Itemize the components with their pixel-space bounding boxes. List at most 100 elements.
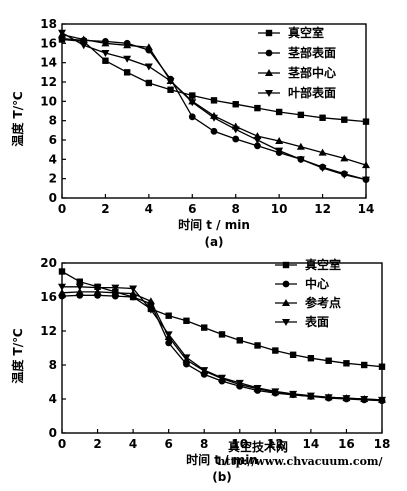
series-1	[58, 36, 370, 125]
data-point	[297, 111, 305, 119]
data-point	[254, 342, 261, 349]
y-tick-label: 14	[40, 56, 57, 70]
plot-frame	[61, 23, 367, 199]
y-tick-label: 0	[49, 191, 57, 205]
legend-marker	[282, 319, 290, 326]
data-point	[146, 297, 155, 305]
data-point	[254, 104, 261, 112]
x-tick-label: 14	[358, 202, 375, 216]
watermark-title: 真空技术网	[228, 439, 288, 454]
data-point	[362, 176, 370, 184]
x-tick-label: 12	[267, 437, 284, 451]
y-tick-label: 6	[49, 133, 57, 147]
data-point	[101, 50, 110, 57]
data-point	[296, 142, 305, 150]
data-point	[253, 137, 262, 144]
legend-marker	[265, 29, 273, 37]
y-axis-label: 温度 T/℃	[10, 328, 25, 383]
legend-marker	[282, 299, 290, 306]
data-point	[189, 92, 196, 99]
y-tick-label: 12	[40, 75, 57, 89]
data-point	[218, 374, 226, 382]
data-point	[362, 161, 370, 169]
data-point	[340, 154, 349, 162]
data-point	[93, 284, 102, 292]
data-point	[342, 395, 351, 403]
data-point	[341, 116, 348, 123]
data-point	[76, 278, 83, 285]
data-point	[129, 289, 138, 297]
data-point	[58, 283, 66, 291]
x-tick-label: 2	[93, 437, 101, 451]
x-tick-label: 2	[101, 202, 109, 216]
series-line	[61, 270, 383, 368]
data-point	[275, 108, 283, 116]
data-point	[306, 392, 315, 400]
data-point	[183, 317, 190, 324]
data-point	[58, 268, 66, 275]
legend-label: 中心	[305, 276, 329, 291]
x-tick-label: 0	[58, 437, 66, 451]
y-tick-label: 8	[49, 114, 57, 128]
data-point	[378, 363, 386, 370]
x-tick-label: 4	[145, 202, 153, 216]
data-point	[166, 78, 175, 86]
data-point	[58, 29, 66, 37]
data-point	[188, 99, 197, 107]
y-tick-label: 18	[40, 17, 57, 31]
x-tick-label: 12	[314, 202, 331, 216]
data-point	[101, 39, 110, 47]
data-point	[232, 101, 239, 108]
plot-frame	[61, 262, 383, 434]
y-tick-label: 0	[49, 426, 57, 440]
series-1	[58, 268, 386, 370]
data-point	[102, 57, 109, 64]
y-axis-label: 温度 T/℃	[10, 91, 25, 146]
data-point	[218, 331, 226, 338]
legend-label: 真空室	[305, 257, 341, 272]
x-tick-label: 6	[164, 437, 172, 451]
data-point	[318, 165, 327, 173]
legend-marker	[282, 280, 290, 288]
data-point	[188, 113, 196, 121]
data-point	[123, 55, 132, 63]
chart-panel-b: 0 2 4 6 8 10 12 14 16 18 0 4 8 12 16 20 时间 t / min 温度 T/℃…	[10, 256, 390, 484]
data-point	[343, 360, 350, 367]
series-line	[61, 294, 383, 402]
legend-label: 参考点	[305, 295, 341, 310]
data-point	[289, 351, 297, 358]
data-point	[144, 63, 153, 71]
data-point	[164, 331, 173, 339]
x-tick-label: 18	[374, 437, 391, 451]
data-point	[318, 148, 327, 156]
legend-marker	[265, 69, 273, 76]
data-point	[200, 367, 209, 375]
data-point	[340, 171, 349, 179]
data-point	[275, 136, 284, 144]
data-point	[210, 114, 218, 122]
x-tick-label: 10	[231, 437, 248, 451]
x-axis-label: 时间 t / min	[186, 452, 258, 467]
legend-label: 茎部中心	[288, 65, 336, 80]
data-point	[319, 114, 326, 121]
data-point	[58, 288, 66, 296]
data-point	[361, 361, 368, 369]
y-tick-label: 10	[40, 94, 57, 108]
legend-label: 叶部表面	[288, 85, 336, 100]
y-tick-label: 16	[40, 290, 57, 304]
x-tick-label: 16	[338, 437, 355, 451]
data-point	[146, 306, 155, 314]
data-point	[235, 379, 244, 387]
y-tick-label: 16	[40, 36, 57, 50]
x-tick-label: 10	[271, 202, 288, 216]
x-axis-label: 时间 t / min	[178, 217, 250, 232]
data-point	[165, 339, 173, 347]
data-point	[325, 357, 332, 364]
legend-label: 表面	[304, 314, 329, 329]
legend-marker	[265, 49, 273, 57]
data-point	[75, 287, 84, 295]
data-point	[165, 312, 172, 319]
data-point	[296, 156, 305, 164]
